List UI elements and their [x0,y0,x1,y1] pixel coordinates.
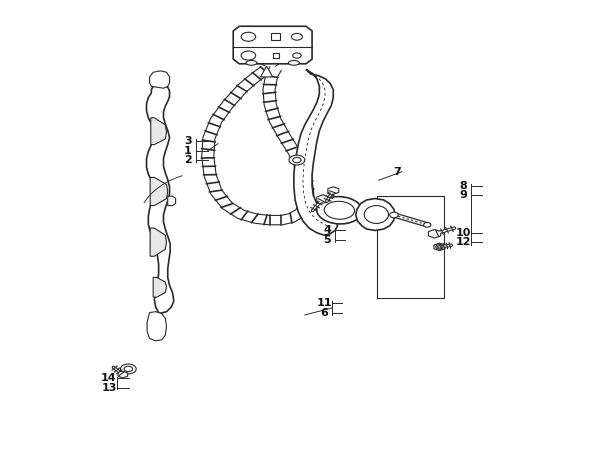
Ellipse shape [424,222,431,227]
Text: 10: 10 [456,228,471,238]
Text: 3: 3 [184,136,192,146]
Polygon shape [146,85,174,314]
Polygon shape [317,195,329,203]
Text: 6: 6 [320,308,328,318]
Polygon shape [272,53,278,58]
Ellipse shape [324,201,354,219]
Polygon shape [150,228,166,256]
Text: 9: 9 [460,190,468,200]
Polygon shape [328,187,339,194]
Polygon shape [233,26,312,64]
Text: 14: 14 [101,373,117,383]
Polygon shape [168,196,176,206]
Text: 12: 12 [456,237,471,247]
Polygon shape [356,199,395,230]
Polygon shape [149,71,170,88]
Ellipse shape [246,60,257,65]
Ellipse shape [316,197,362,224]
Ellipse shape [124,366,133,371]
Polygon shape [434,243,445,251]
Ellipse shape [241,51,256,60]
Ellipse shape [390,212,398,218]
Polygon shape [261,66,272,77]
Text: 11: 11 [316,298,332,308]
Ellipse shape [293,53,301,58]
Ellipse shape [121,364,136,374]
Ellipse shape [288,60,299,65]
Polygon shape [294,69,338,235]
Ellipse shape [364,206,389,223]
Ellipse shape [438,246,441,248]
Ellipse shape [436,245,443,249]
Polygon shape [272,33,280,40]
Polygon shape [118,371,128,378]
Text: 4: 4 [323,226,331,236]
Ellipse shape [291,33,302,40]
Text: 8: 8 [460,181,468,191]
Polygon shape [147,312,166,341]
Ellipse shape [241,32,256,41]
Polygon shape [153,277,166,297]
Text: 13: 13 [101,383,117,393]
Polygon shape [428,229,441,238]
Text: 1: 1 [184,146,192,156]
Text: 7: 7 [393,167,401,177]
Text: 5: 5 [323,235,331,245]
Polygon shape [151,118,166,144]
Ellipse shape [289,155,305,165]
Ellipse shape [293,157,301,162]
Polygon shape [150,177,168,206]
Text: 2: 2 [184,155,192,165]
